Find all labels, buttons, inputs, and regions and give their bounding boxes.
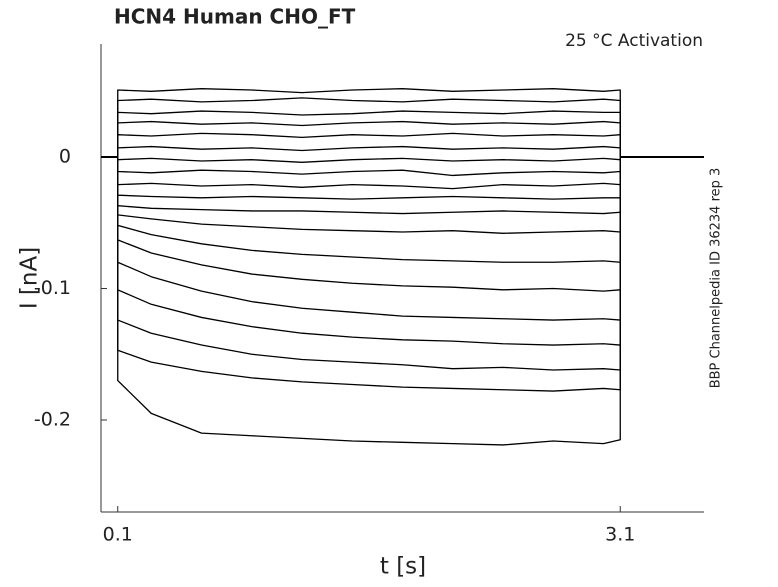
trace [101,156,704,446]
trace [101,132,704,158]
trace [101,145,704,158]
trace [101,156,704,321]
trace [101,110,704,158]
y-tick-label: 0 [59,146,71,168]
trace [101,156,704,346]
trace [101,156,704,263]
annotation: 25 °C Activation [565,31,703,51]
y-tick-label: -0.2 [34,408,71,430]
x-axis-label: t [s] [380,554,426,580]
y-axis-label: I [nA] [17,247,43,309]
trace [101,156,704,234]
y-tick-label: -0.1 [34,277,71,299]
trace [101,156,704,200]
trace [101,156,704,392]
side-note: BBP Channelpedia ID 36234 rep 3 [709,168,724,389]
trace [101,156,704,190]
trace [101,156,704,177]
trace [101,156,704,163]
chart-title: HCN4 Human CHO_FT [114,5,356,29]
trace [101,120,704,158]
trace [101,88,704,158]
x-tick-label: 3.1 [605,524,635,546]
x-tick-label: 0.1 [103,524,133,546]
trace [101,97,704,158]
trace [101,156,704,292]
trace [101,156,704,371]
trace [101,156,704,215]
